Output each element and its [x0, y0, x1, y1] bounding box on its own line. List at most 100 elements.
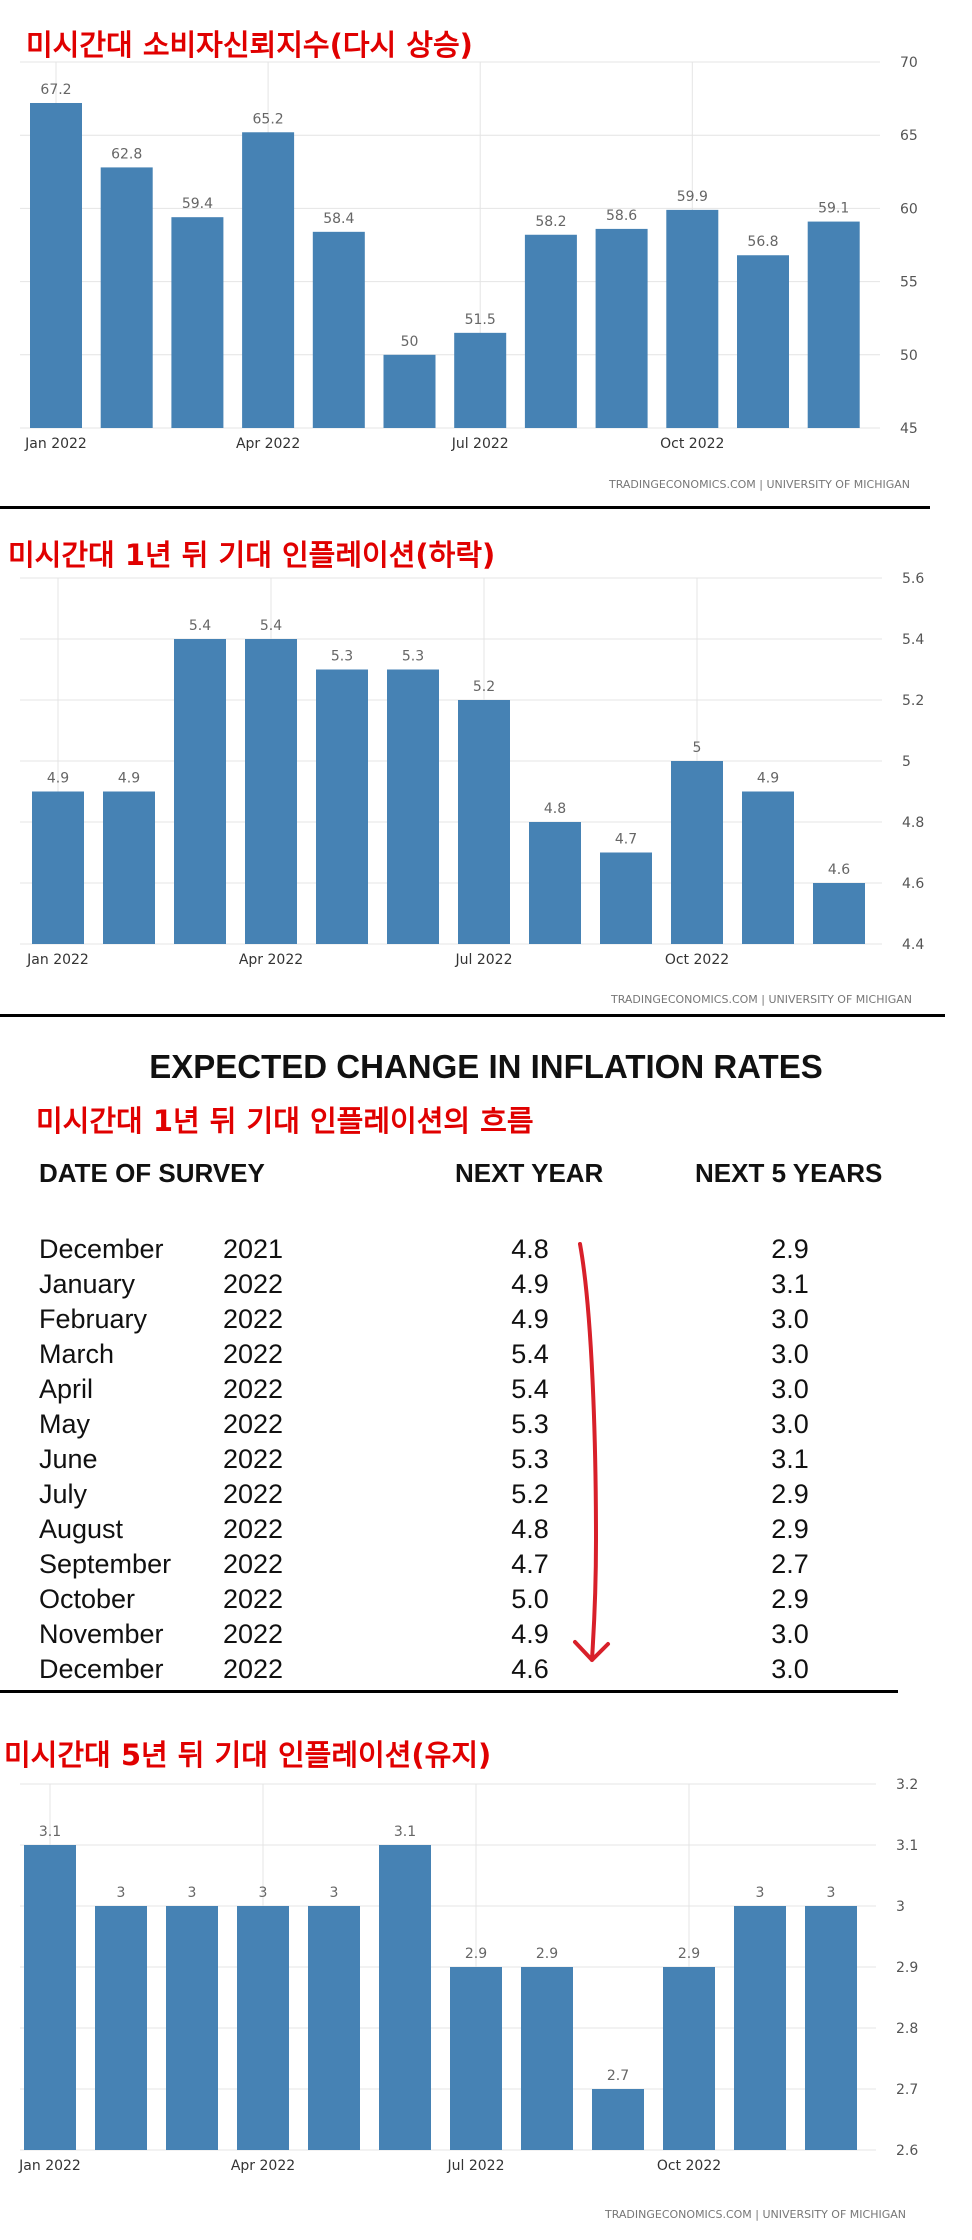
data-label: 51.5: [465, 312, 496, 328]
y-tick-label: 3.1: [896, 1838, 918, 1854]
col-header-next-year: NEXT YEAR: [455, 1158, 604, 1188]
source-credit: TRADINGECONOMICS.COM | UNIVERSITY OF MIC…: [608, 478, 910, 491]
y-tick-label: 5.6: [902, 571, 924, 587]
survey-month: July: [39, 1479, 88, 1509]
table-row: December 2021 4.8 2.9: [0, 1234, 972, 1269]
bar: [737, 255, 789, 428]
data-label: 3.1: [394, 1824, 416, 1840]
survey-year: 2022: [223, 1584, 284, 1614]
data-label: 65.2: [253, 111, 284, 127]
survey-year: 2022: [223, 1619, 284, 1649]
bar: [595, 228, 648, 428]
bar-chart: 3.2 3.1 3 2.9 2.8 2.7 2.6 3.1 3 3 3 3 3.1 2.9 2.9 2.7 2.…: [18, 1777, 918, 2221]
y-tick-label: 2.9: [896, 1960, 918, 1976]
chart-panel-1yr-inflation: 미시간대 1년 뒤 기대 인플레이션(하락) 5.6 5.4 5.2 5 4.8 4.6 4…: [0, 510, 972, 1010]
bar: [95, 1906, 147, 2150]
chart-title: 미시간대 5년 뒤 기대 인플레이션(유지): [4, 1738, 492, 1772]
bar: [387, 669, 439, 944]
data-label: 3: [756, 1885, 765, 1901]
table-row: September 2022 4.7 2.7: [0, 1549, 972, 1584]
inflation-expectation-table: EXPECTED CHANGE IN INFLATION RATES 미시간대 …: [0, 1020, 972, 1690]
data-label: 5.4: [189, 618, 211, 634]
bar: [529, 822, 581, 944]
data-label: 4.7: [615, 832, 637, 848]
next-year-value: 4.9: [511, 1619, 549, 1649]
survey-year: 2022: [223, 1479, 284, 1509]
table-row: August 2022 4.8 2.9: [0, 1514, 972, 1549]
survey-month: October: [39, 1584, 136, 1614]
survey-month: April: [39, 1374, 94, 1404]
survey-year: 2022: [223, 1514, 284, 1544]
data-label: 5.4: [260, 618, 282, 634]
chart-panel-5yr-inflation: 미시간대 5년 뒤 기대 인플레이션(유지) 3.2 3.1 3 2.9 2.8 2.7 2…: [0, 1700, 972, 2240]
y-tick-label: 5.2: [902, 693, 924, 709]
table-row: December 2022 4.6 3.0: [0, 1654, 972, 1689]
y-tick-label: 55: [900, 275, 918, 291]
x-tick-label: Apr 2022: [236, 436, 300, 452]
bar: [666, 209, 719, 428]
col-header-date: DATE OF SURVEY: [39, 1158, 265, 1188]
table-heading: EXPECTED CHANGE IN INFLATION RATES: [149, 1048, 823, 1085]
next-year-value: 5.4: [511, 1339, 549, 1369]
y-tick-label: 60: [900, 201, 918, 217]
x-tick-label: Jan 2022: [18, 2158, 81, 2174]
data-label: 3.1: [39, 1824, 61, 1840]
next-year-value: 5.4: [511, 1374, 549, 1404]
data-label: 2.7: [607, 2068, 629, 2084]
next-year-value: 5.3: [511, 1409, 549, 1439]
y-tick-label: 5: [902, 754, 911, 770]
bar: [237, 1906, 289, 2150]
data-label: 2.9: [536, 1946, 558, 1962]
survey-year: 2022: [223, 1654, 284, 1684]
bar: [742, 791, 794, 944]
x-tick-label: Jul 2022: [455, 952, 513, 968]
survey-year: 2021: [223, 1234, 284, 1264]
data-label: 5.3: [331, 649, 353, 665]
y-tick-label: 2.8: [896, 2021, 918, 2037]
x-tick-label: Jul 2022: [451, 436, 509, 452]
next-5-years-value: 3.0: [771, 1304, 809, 1334]
survey-month: November: [39, 1619, 164, 1649]
data-label: 58.2: [535, 214, 566, 230]
next-5-years-value: 3.1: [771, 1269, 809, 1299]
bar: [807, 221, 860, 428]
table-row: January 2022 4.9 3.1: [0, 1269, 972, 1304]
y-tick-label: 3.2: [896, 1777, 918, 1793]
data-label: 59.9: [677, 189, 708, 205]
next-5-years-value: 3.0: [771, 1409, 809, 1439]
data-label: 3: [259, 1885, 268, 1901]
x-tick-label: Apr 2022: [239, 952, 303, 968]
data-label: 5.2: [473, 679, 495, 695]
table-row: October 2022 5.0 2.9: [0, 1584, 972, 1619]
table-row: March 2022 5.4 3.0: [0, 1339, 972, 1374]
table-row: May 2022 5.3 3.0: [0, 1409, 972, 1444]
next-5-years-value: 3.0: [771, 1619, 809, 1649]
bar: [171, 217, 224, 428]
bar: [100, 167, 153, 428]
next-5-years-value: 3.0: [771, 1654, 809, 1684]
next-5-years-value: 2.9: [771, 1584, 809, 1614]
bar-chart: 70 65 60 55 50 45 67.2 62.8 59.4 65.2 58.4 50 51.5 58…: [20, 55, 918, 491]
x-tick-label: Apr 2022: [231, 2158, 295, 2174]
survey-year: 2022: [223, 1549, 284, 1579]
data-label: 3: [827, 1885, 836, 1901]
next-5-years-value: 2.9: [771, 1514, 809, 1544]
data-label: 4.9: [118, 771, 140, 787]
bar: [242, 132, 295, 428]
survey-month: March: [39, 1339, 115, 1369]
y-tick-label: 2.7: [896, 2082, 918, 2098]
y-tick-label: 4.8: [902, 815, 924, 831]
data-label: 56.8: [747, 234, 778, 250]
bar: [671, 761, 723, 944]
data-label: 4.6: [828, 862, 850, 878]
next-year-value: 4.7: [511, 1549, 549, 1579]
y-tick-label: 4.6: [902, 876, 924, 892]
survey-month: September: [39, 1549, 172, 1579]
next-5-years-value: 3.0: [771, 1339, 809, 1369]
survey-month: February: [39, 1304, 148, 1334]
data-label: 5.3: [402, 649, 424, 665]
next-year-value: 5.3: [511, 1444, 549, 1474]
next-year-value: 5.0: [511, 1584, 549, 1614]
table-row: November 2022 4.9 3.0: [0, 1619, 972, 1654]
survey-month: December: [39, 1234, 164, 1264]
